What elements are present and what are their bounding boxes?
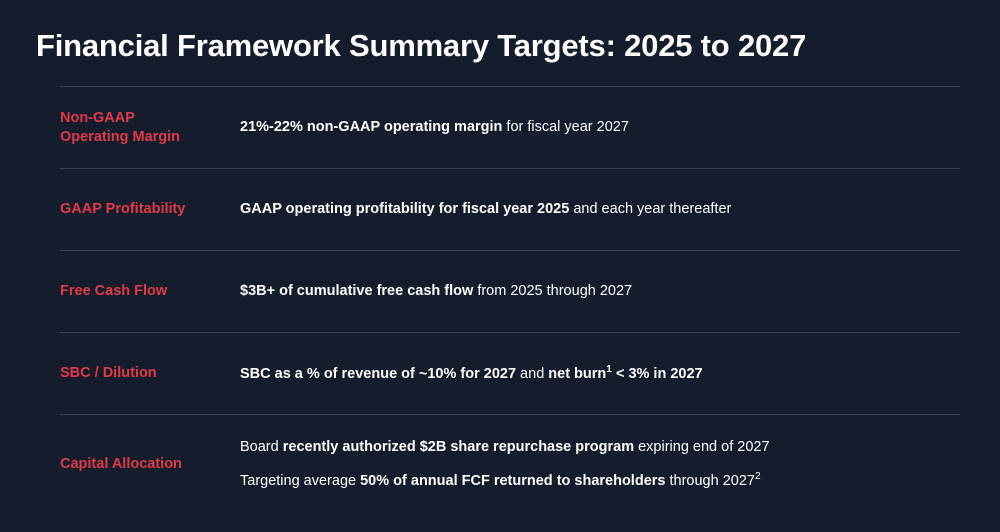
targets-table: Non-GAAPOperating Margin 21%-22% non-GAA… xyxy=(60,86,960,514)
row-label: Capital Allocation xyxy=(60,455,240,474)
row-desc: SBC as a % of revenue of ~10% for 2027 a… xyxy=(240,361,960,386)
table-row: GAAP Profitability GAAP operating profit… xyxy=(60,168,960,250)
table-row: Non-GAAPOperating Margin 21%-22% non-GAA… xyxy=(60,86,960,168)
table-row: Free Cash Flow $3B+ of cumulative free c… xyxy=(60,250,960,332)
row-label: SBC / Dilution xyxy=(60,364,240,383)
row-label: Free Cash Flow xyxy=(60,282,240,301)
table-row: Capital Allocation Board recently author… xyxy=(60,414,960,514)
table-row: SBC / Dilution SBC as a % of revenue of … xyxy=(60,332,960,414)
row-desc: $3B+ of cumulative free cash flow from 2… xyxy=(240,279,960,304)
row-desc: Board recently authorized $2B share repu… xyxy=(240,435,960,493)
row-label: Non-GAAPOperating Margin xyxy=(60,109,240,147)
page-title: Financial Framework Summary Targets: 202… xyxy=(36,28,964,64)
row-label: GAAP Profitability xyxy=(60,200,240,219)
row-desc: 21%-22% non-GAAP operating margin for fi… xyxy=(240,115,960,140)
row-desc: GAAP operating profitability for fiscal … xyxy=(240,197,960,222)
